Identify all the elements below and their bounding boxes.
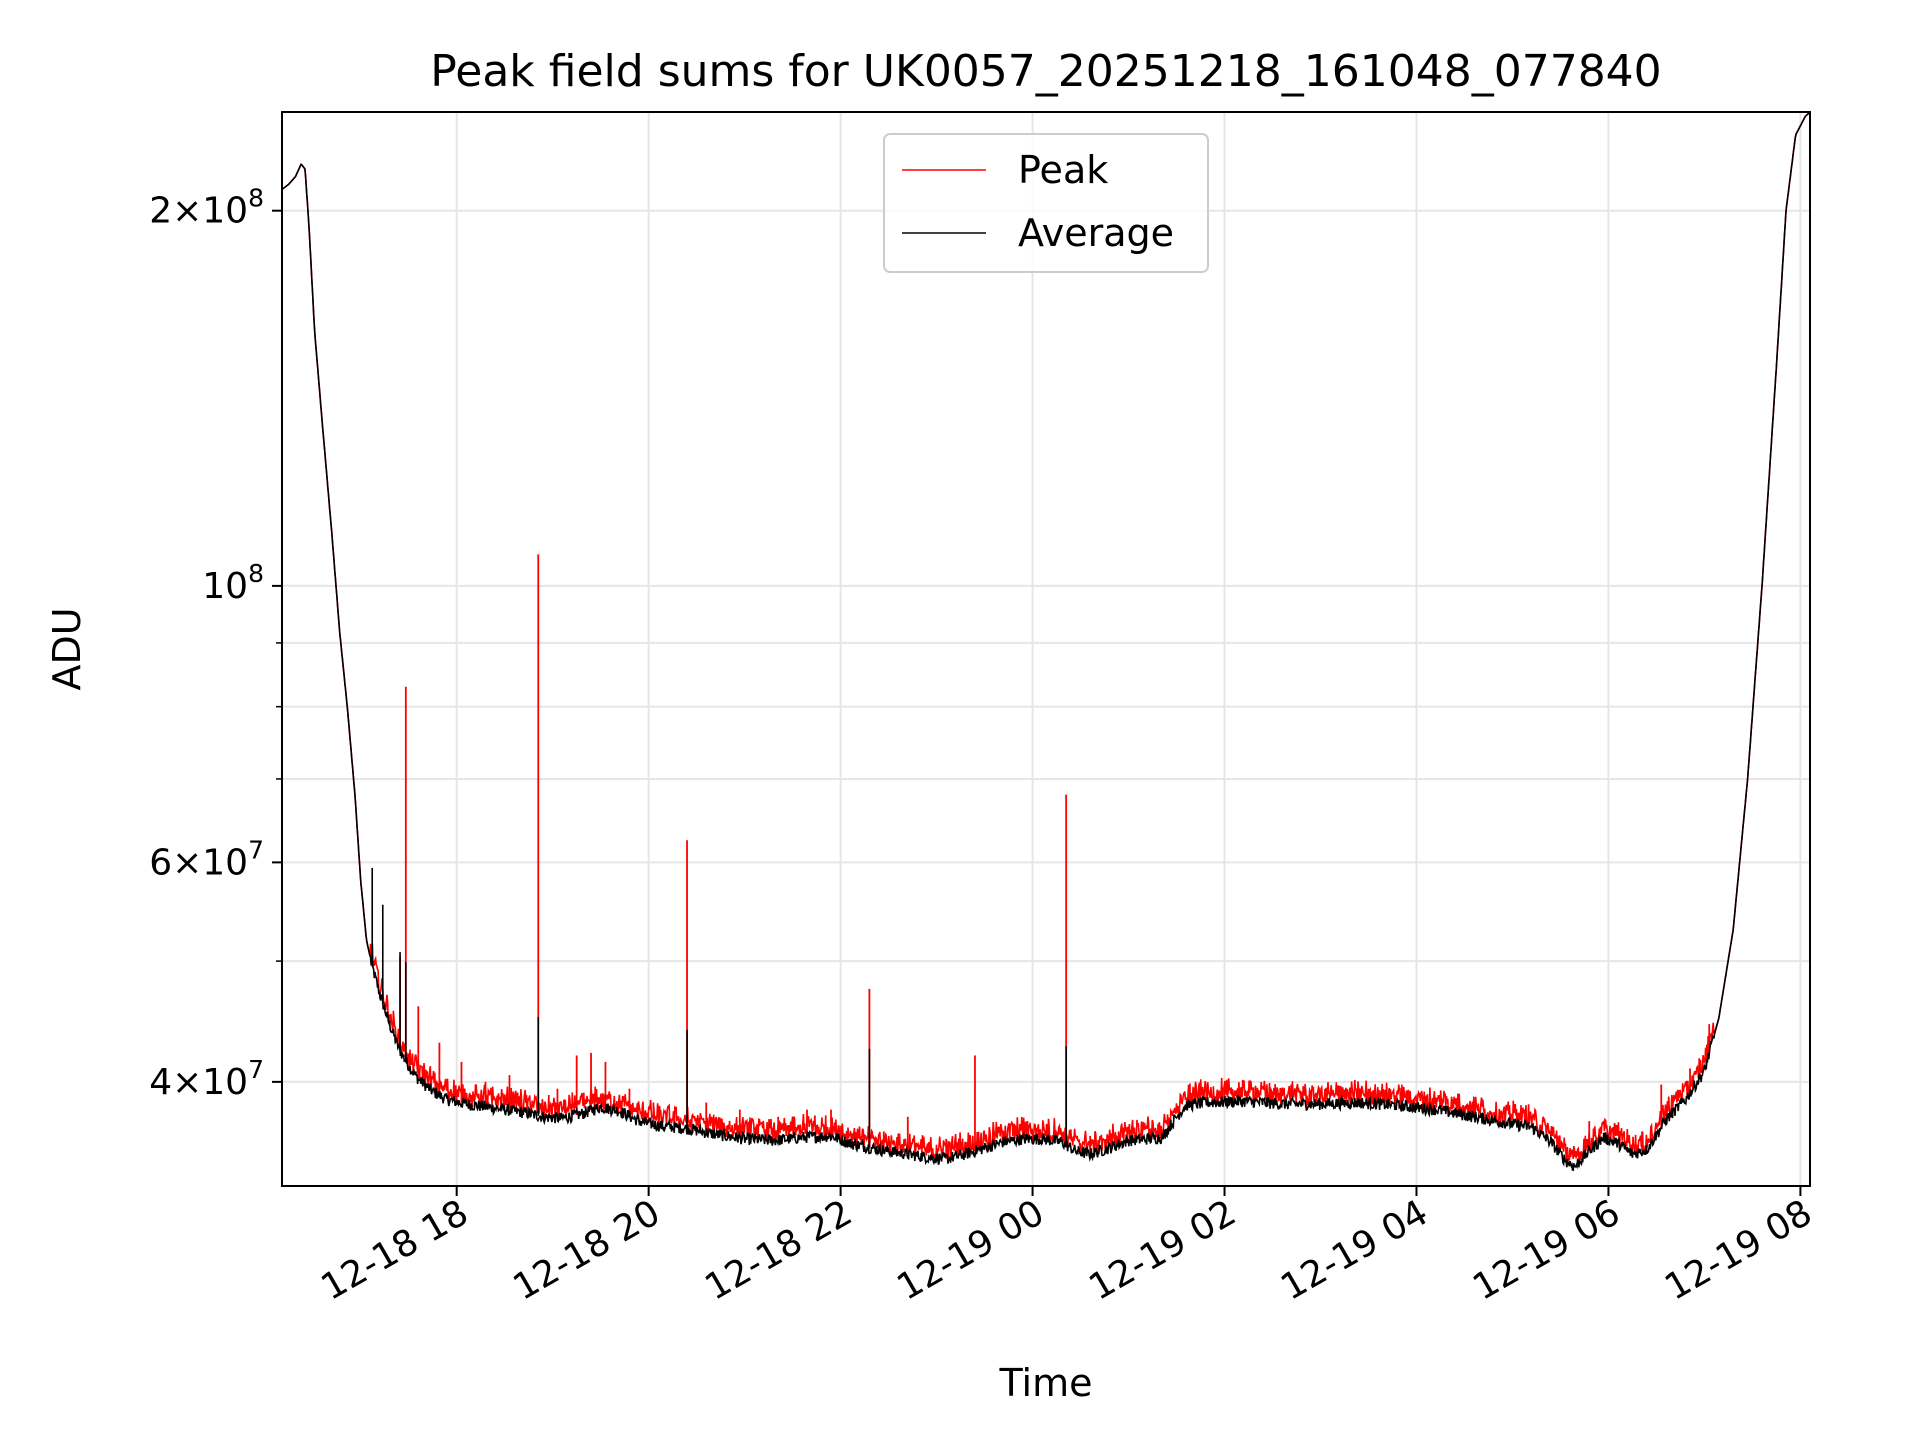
legend-box [883, 133, 1209, 273]
y-axis-label: ADU [45, 607, 89, 690]
y-tick-label: 2×108 [149, 184, 264, 232]
grid [282, 112, 1810, 1186]
y-tick-label: 4×107 [149, 1055, 264, 1103]
y-tick-label: 6×107 [149, 835, 264, 883]
average-line [281, 111, 1811, 1172]
legend-peak-label: Peak [1018, 148, 1108, 192]
average-series [281, 111, 1811, 1172]
peak-line [281, 111, 1811, 1168]
chart-title: Peak field sums for UK0057_20251218_1610… [430, 46, 1661, 97]
plot-frame [281, 111, 1811, 1187]
legend: Peak Average [883, 133, 1209, 273]
legend-average-label: Average [1018, 211, 1174, 255]
x-axis-label: Time [999, 1361, 1093, 1405]
